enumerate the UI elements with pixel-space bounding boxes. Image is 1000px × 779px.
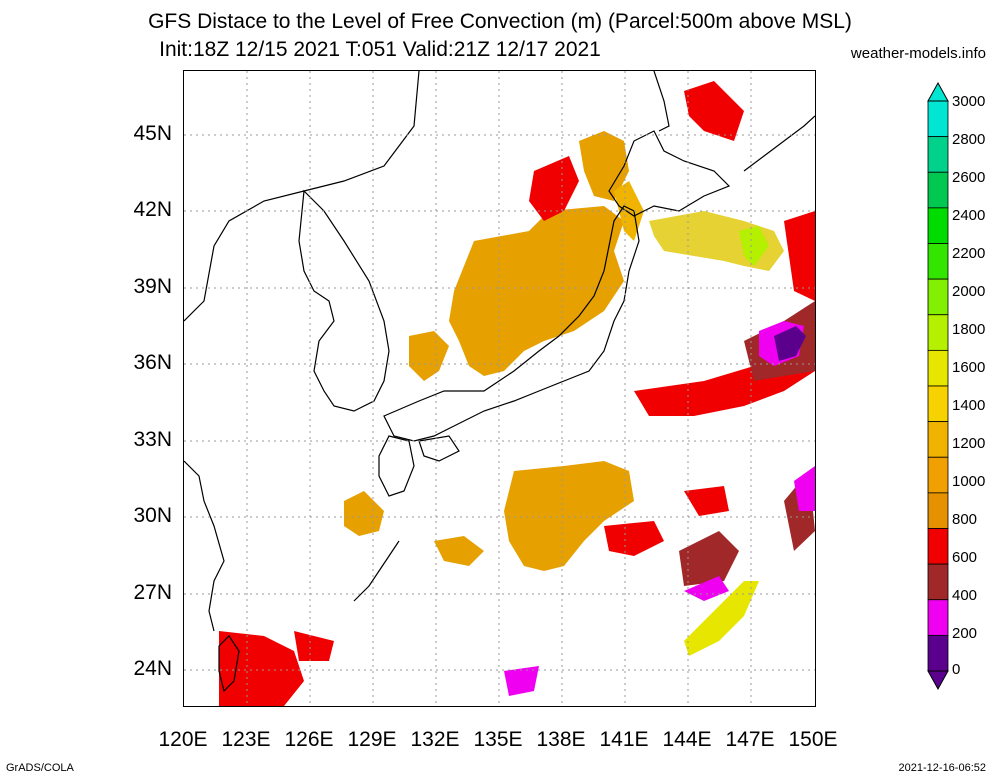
colorbar-swatch: [927, 528, 949, 565]
coastline-ryukyu: [353, 540, 400, 602]
map-panel: [183, 70, 816, 707]
field-orange-north: [579, 131, 629, 201]
coastline-china-east: [184, 460, 225, 632]
field-orange-center: [504, 461, 634, 571]
colorbar-label: 1400: [952, 397, 986, 414]
colorbar-label: 3000: [952, 93, 986, 110]
field-orange-kyushu-south: [434, 536, 484, 566]
field-red-south2: [684, 486, 729, 516]
colorbar-label: 600: [952, 549, 978, 566]
field-magenta-south1: [684, 576, 729, 601]
colorbar-label: 2200: [952, 245, 986, 262]
colorbar-label: 2000: [952, 283, 986, 300]
field-red-north: [529, 156, 579, 221]
lat-label: 27N: [133, 581, 172, 604]
colorbar-label: 1200: [952, 435, 986, 452]
lat-label: 42N: [133, 198, 172, 221]
field-red-islands: [294, 631, 334, 661]
field-magenta-south2: [504, 666, 539, 696]
lat-label: 30N: [133, 504, 172, 527]
colorbar-top-arrow: [927, 82, 949, 102]
field-red-far-east: [784, 211, 815, 301]
field-red-east-band: [634, 316, 815, 416]
colorbar-label: 200: [952, 625, 978, 642]
coastline-shikoku: [418, 435, 460, 462]
lat-label: 39N: [133, 275, 172, 298]
coastline-kurils: [743, 115, 815, 172]
colorbar-swatch: [927, 243, 949, 280]
colorbar-swatch: [927, 456, 949, 494]
colorbar-label: 800: [952, 511, 978, 528]
coastline-korea: [298, 189, 390, 412]
colorbar-swatch: [927, 599, 949, 636]
colorbar-swatches: [927, 100, 949, 672]
colorbar-label: 2600: [952, 169, 986, 186]
colorbar-label: 0: [952, 661, 961, 678]
colorbar-swatch: [927, 171, 949, 209]
field-brown-south: [679, 531, 739, 586]
coastline-hokkaido: [608, 130, 731, 217]
colorbar-swatch: [927, 492, 949, 529]
lat-label: 45N: [133, 122, 172, 145]
convection-field-layer: [219, 81, 815, 706]
field-red-south1: [604, 521, 664, 556]
colorbar-label: 1800: [952, 321, 986, 338]
colorbar-label: 1600: [952, 359, 986, 376]
coastline-taiwan: [218, 635, 240, 693]
colorbar-swatch: [927, 314, 949, 351]
colorbar-swatch: [927, 385, 949, 423]
field-orange-east-china-sea: [344, 491, 384, 536]
colorbar-label: 400: [952, 587, 978, 604]
lon-label: 120E: [158, 728, 208, 751]
map-subtitle: Init:18Z 12/15 2021 T:051 Valid:21Z 12/1…: [159, 38, 601, 61]
colorbar-swatch: [927, 563, 949, 601]
field-orange-korea: [409, 331, 449, 381]
colorbar-swatch: [927, 207, 949, 244]
lat-label: 33N: [133, 428, 172, 451]
colorbar-swatch: [927, 421, 949, 458]
footer-left-text: GrADS/COLA: [6, 762, 74, 774]
lon-label: 147E: [725, 728, 775, 751]
colorbar-label: 1000: [952, 473, 986, 490]
colorbar: [927, 82, 949, 691]
colorbar-swatch: [927, 278, 949, 316]
colorbar-swatch: [927, 100, 949, 138]
coastline-asia-mainland: [184, 71, 420, 322]
lon-label: 141E: [599, 728, 649, 751]
lon-label: 138E: [536, 728, 586, 751]
field-yellow-streak: [684, 581, 759, 656]
coastline-kyushu: [378, 435, 415, 497]
map-title: GFS Distace to the Level of Free Convect…: [148, 10, 852, 33]
colorbar-swatch: [927, 349, 949, 387]
colorbar-label: 2400: [952, 207, 986, 224]
colorbar-bottom-arrow: [927, 670, 949, 691]
lon-label: 126E: [284, 728, 334, 751]
lat-label: 24N: [133, 657, 172, 680]
graticule-layer: [184, 71, 815, 706]
lat-label: 36N: [133, 351, 172, 374]
field-magenta-se: [794, 466, 815, 511]
lon-label: 144E: [662, 728, 712, 751]
field-orange-seaofjapan: [449, 206, 624, 376]
lon-label: 123E: [221, 728, 271, 751]
field-purple-core: [774, 326, 806, 361]
lon-label: 150E: [788, 728, 838, 751]
coastline-honshu: [383, 205, 640, 442]
field-red-taiwan-sea: [219, 631, 304, 706]
field-green-patch: [739, 226, 769, 266]
field-red-kurils: [684, 81, 744, 141]
lon-label: 135E: [473, 728, 523, 751]
credit-text: weather-models.info: [850, 45, 986, 62]
colorbar-swatch: [927, 136, 949, 173]
lon-label: 132E: [410, 728, 460, 751]
map-canvas: [184, 71, 815, 706]
footer-right-text: 2021-12-16-06:52: [898, 762, 986, 774]
coastline-sakhalin: [653, 71, 670, 132]
colorbar-swatch: [927, 634, 949, 672]
lon-label: 129E: [347, 728, 397, 751]
coastline-layer: [184, 71, 815, 693]
colorbar-label: 2800: [952, 131, 986, 148]
